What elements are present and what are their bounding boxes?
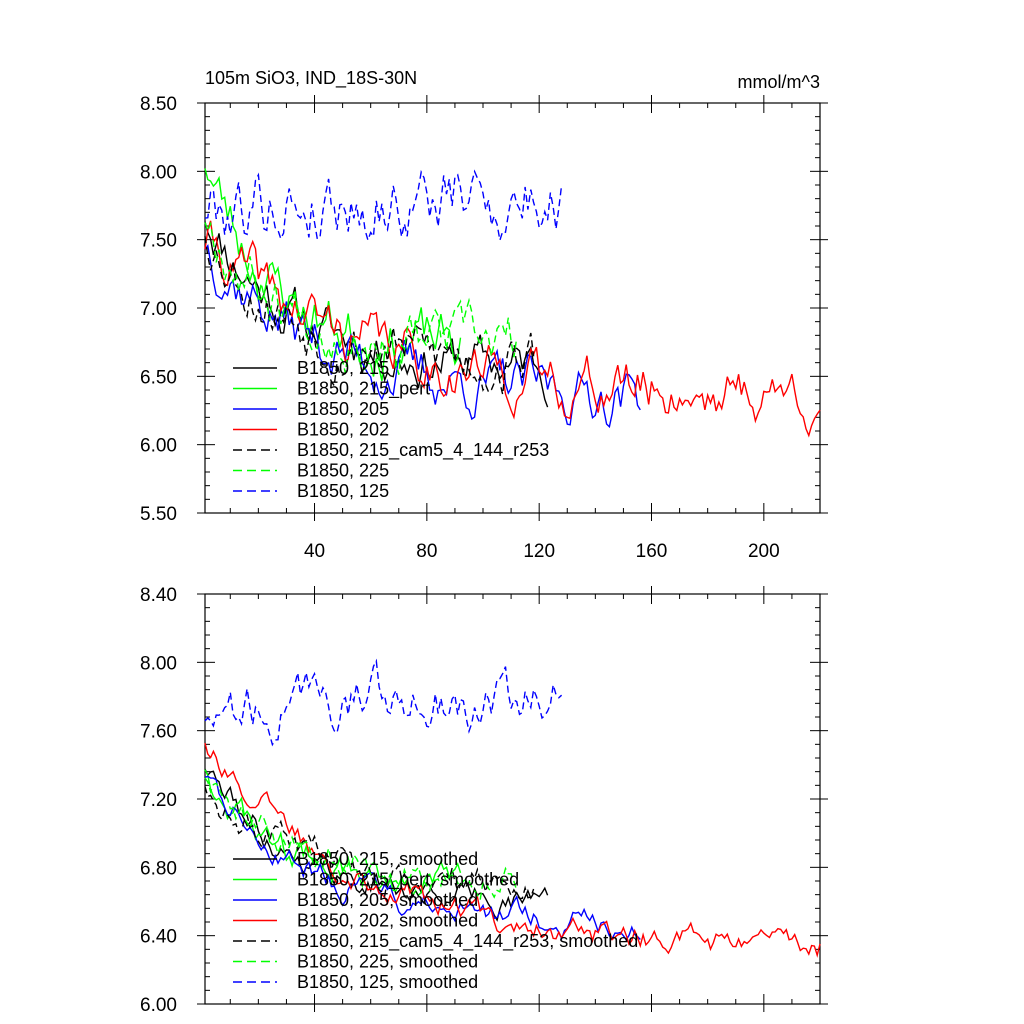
top-series-lines bbox=[204, 168, 821, 438]
legend-label: B1850, 215_cam5_4_144_r253, smoothed bbox=[297, 931, 638, 952]
legend-label: B1850, 202, smoothed bbox=[297, 911, 478, 931]
y-tick-label: 6.80 bbox=[140, 858, 177, 879]
y-tick-label: 6.40 bbox=[140, 927, 177, 948]
y-tick-label: 8.40 bbox=[140, 585, 177, 606]
legend-label: B1850, 125 bbox=[297, 481, 389, 501]
legend-label: B1850, 215_pert bbox=[297, 379, 430, 400]
y-tick-label: 7.50 bbox=[140, 231, 177, 252]
y-tick-label: 8.00 bbox=[140, 653, 177, 674]
bottom-axes: 6.00 6.40 6.80 7.20 7.60 8.00 8.40 bbox=[140, 585, 828, 1016]
legend-label: B1850, 225, smoothed bbox=[297, 952, 478, 972]
x-tick-label: 80 bbox=[416, 541, 437, 562]
series-line-3 bbox=[204, 742, 821, 958]
legend-label: B1850, 205 bbox=[297, 399, 389, 419]
legend-label: B1850, 215_pert, smoothed bbox=[297, 870, 519, 891]
series-line-6 bbox=[204, 658, 563, 747]
series-line-5 bbox=[204, 221, 518, 375]
legend-label: B1850, 215, smoothed bbox=[297, 849, 478, 869]
y-tick-label: 5.50 bbox=[140, 504, 177, 525]
legend-label: B1850, 202 bbox=[297, 420, 389, 440]
top-axes: 40 80 120 160 200 5.50 6.00 6.50 7.00 7.50 8.00 8.5… bbox=[140, 94, 828, 562]
top-panel: 105m SiO3, IND_18S-30N mmol/m^3 40 80 120 1… bbox=[140, 68, 828, 562]
series-line-0 bbox=[204, 768, 549, 922]
y-tick-label: 7.60 bbox=[140, 722, 177, 743]
y-tick-label: 7.00 bbox=[140, 299, 177, 320]
top-title-left: 105m SiO3, IND_18S-30N bbox=[205, 68, 417, 89]
legend-label: B1850, 205, smoothed bbox=[297, 890, 478, 910]
series-line-6 bbox=[204, 169, 563, 243]
legend-label: B1850, 215_cam5_4_144_r253 bbox=[297, 440, 549, 461]
series-line-5 bbox=[204, 777, 518, 902]
y-tick-label: 6.00 bbox=[140, 436, 177, 457]
y-tick-label: 8.50 bbox=[140, 94, 177, 115]
legend-label: B1850, 225 bbox=[297, 461, 389, 481]
series-line-2 bbox=[204, 243, 641, 429]
x-tick-label: 200 bbox=[748, 541, 780, 562]
bottom-series-lines bbox=[204, 658, 821, 958]
legend-label: B1850, 215 bbox=[297, 358, 389, 378]
legend-label: B1850, 125, smoothed bbox=[297, 972, 478, 992]
y-tick-label: 6.00 bbox=[140, 995, 177, 1016]
series-line-4 bbox=[204, 786, 535, 905]
x-tick-label: 120 bbox=[523, 541, 555, 562]
series-line-3 bbox=[204, 220, 821, 438]
bottom-panel: 6.00 6.40 6.80 7.20 7.60 8.00 8.40 B1850, 215,… bbox=[140, 585, 828, 1016]
top-title-right: mmol/m^3 bbox=[738, 72, 820, 92]
y-tick-label: 6.50 bbox=[140, 367, 177, 388]
y-tick-label: 8.00 bbox=[140, 162, 177, 183]
series-line-1 bbox=[204, 168, 462, 382]
x-tick-label: 160 bbox=[636, 541, 668, 562]
y-tick-label: 7.20 bbox=[140, 790, 177, 811]
series-line-4 bbox=[204, 236, 535, 395]
x-tick-label: 40 bbox=[304, 541, 325, 562]
series-line-0 bbox=[204, 221, 549, 408]
